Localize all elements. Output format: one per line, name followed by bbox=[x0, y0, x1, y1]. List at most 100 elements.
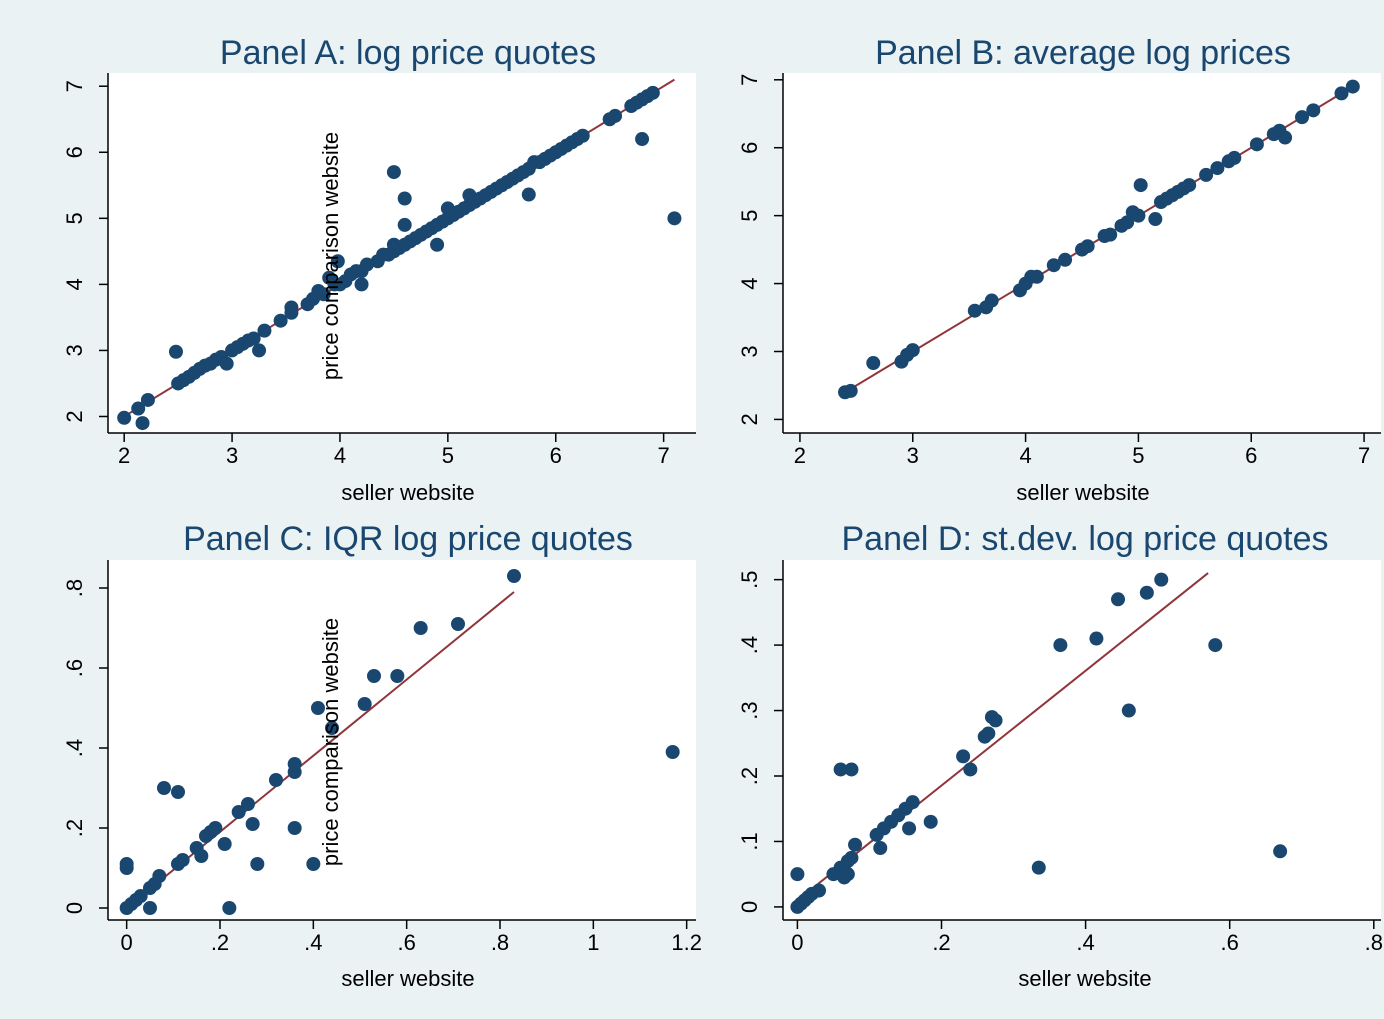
panel-d-data-point bbox=[848, 837, 863, 852]
panel-b-data-point bbox=[866, 356, 881, 371]
panel-d-marks: 0 .2 .4 .6 .8 0 .1 .2 .3 .4 .5 bbox=[737, 560, 1383, 955]
panel-a-data-point bbox=[219, 356, 234, 371]
panel-a-data-point bbox=[635, 132, 650, 147]
panel-d-x-tick-label: .2 bbox=[932, 930, 950, 955]
panel-c-data-point bbox=[133, 889, 148, 903]
panel-c-data-point bbox=[208, 821, 223, 835]
panel-a-data-point bbox=[117, 410, 132, 425]
panel-b-marks: 2 3 4 5 6 7 2 3 4 5 6 7 bbox=[737, 73, 1381, 468]
panel-a-data-point bbox=[330, 254, 345, 269]
panel-c-data-point bbox=[250, 857, 265, 871]
panel-b-data-point bbox=[1029, 269, 1044, 284]
panel-a-data-point bbox=[246, 331, 261, 346]
panel-a-x-tick-label: 6 bbox=[550, 443, 562, 468]
panel-c-x-tick-label: .6 bbox=[397, 930, 415, 955]
panel-b-data-point bbox=[905, 343, 920, 358]
panel-b-data-point bbox=[1148, 212, 1163, 227]
panel-a-data-point bbox=[608, 108, 623, 123]
panel-b-y-tick-label: 2 bbox=[737, 413, 762, 425]
panel-b-data-point bbox=[1210, 161, 1225, 176]
panel-d-x-tick-label: 0 bbox=[791, 930, 803, 955]
panel-d-data-point bbox=[981, 726, 996, 741]
panel-c-ylabel: price comparison website bbox=[318, 618, 343, 866]
panel-a-data-point bbox=[397, 191, 412, 206]
panel-c-data-point bbox=[390, 669, 405, 683]
panel-a-data-point bbox=[140, 392, 155, 407]
panel-c-x-tick-label: 1 bbox=[587, 930, 599, 955]
panel-d-data-point bbox=[963, 762, 978, 777]
panel-c-fit-line bbox=[126, 591, 515, 909]
panel-a-data-point bbox=[645, 85, 660, 100]
panel-b-y-tick-label: 3 bbox=[737, 345, 762, 357]
panel-b-data-point bbox=[1295, 110, 1310, 125]
panel-c-plot-area bbox=[108, 560, 696, 920]
panel-c-data-point bbox=[306, 857, 321, 871]
panel-b-data-point bbox=[1046, 258, 1061, 273]
panel-a-data-point bbox=[386, 165, 401, 180]
panel-b-title: Panel B: average log prices bbox=[875, 34, 1291, 72]
panel-c-x-tick-label: 0 bbox=[121, 930, 133, 955]
panel-c-x-tick-label: .2 bbox=[211, 930, 229, 955]
panel-c-x-tick-label: 1.2 bbox=[671, 930, 702, 955]
panel-b-data-point bbox=[967, 303, 982, 318]
panel-a-y-tick-label: 3 bbox=[62, 344, 87, 356]
panel-a-data-point bbox=[354, 277, 369, 292]
panel-c-x-tick-label: .8 bbox=[491, 930, 509, 955]
panel-d-data-point bbox=[844, 850, 859, 865]
panel-c-data-point bbox=[175, 853, 190, 867]
panel-b-x-tick-label: 3 bbox=[907, 443, 919, 468]
panel-d-data-point bbox=[1121, 703, 1136, 718]
panel-a-x-tick-label: 5 bbox=[442, 443, 454, 468]
panel-c-data-point bbox=[217, 837, 232, 851]
panel-a-data-point bbox=[273, 313, 288, 328]
panel-c-data-point bbox=[245, 817, 260, 831]
panel-c-data-point bbox=[171, 785, 185, 799]
panel-a-data-point bbox=[316, 287, 331, 302]
panel-a-title: Panel A: log price quotes bbox=[220, 34, 596, 72]
panel-a-data-point bbox=[430, 237, 445, 252]
panel-a-data-point bbox=[359, 257, 374, 272]
panel-c-y-tick-label: .6 bbox=[62, 659, 87, 677]
panel-d-data-point bbox=[1089, 631, 1104, 646]
panel-c-data-point bbox=[269, 773, 283, 787]
panel-a-marks: 2 3 4 5 6 7 2 3 4 5 6 7 bbox=[62, 73, 696, 468]
panel-b-x-tick-label: 5 bbox=[1132, 443, 1144, 468]
panel-d-data-point bbox=[923, 814, 938, 829]
panel-a-x-tick-label: 4 bbox=[334, 443, 346, 468]
panel-b-data-point bbox=[1080, 239, 1095, 254]
panel-c-data-point bbox=[119, 857, 134, 871]
panel-a-x-tick-label: 2 bbox=[118, 443, 130, 468]
panel-d-plot-area bbox=[783, 560, 1381, 920]
panel-b-y-tick-label: 6 bbox=[737, 142, 762, 154]
panel-b-data-point bbox=[1227, 150, 1242, 165]
panel-a-y-tick-label: 4 bbox=[62, 278, 87, 290]
panel-d-data-point bbox=[1208, 638, 1223, 653]
panel-b-data-point bbox=[1249, 137, 1264, 152]
panel-b-xlabel: seller website bbox=[1016, 480, 1149, 505]
panel-d-x-tick-label: .6 bbox=[1221, 930, 1239, 955]
panel-b-data-point bbox=[843, 383, 858, 398]
panel-c-data-point bbox=[665, 745, 680, 759]
panel-a-x-tick-label: 7 bbox=[658, 443, 670, 468]
panel-d-data-point bbox=[844, 762, 859, 777]
panel-a-y-tick-label: 5 bbox=[62, 212, 87, 224]
panel-d-data-point bbox=[902, 821, 917, 836]
panel-b-data-point bbox=[984, 293, 999, 308]
panel-a-data-point bbox=[257, 323, 272, 338]
panel-b-data-point bbox=[1278, 130, 1293, 145]
panel-d-data-point bbox=[956, 749, 971, 764]
panel-a-data-point bbox=[131, 401, 146, 416]
panel-d-fit-line bbox=[796, 572, 1209, 902]
panel-c-data-point bbox=[241, 797, 255, 811]
panel-b-x-tick-label: 7 bbox=[1358, 443, 1370, 468]
panel-c-y-tick-label: .4 bbox=[62, 739, 87, 757]
panel-d-data-point bbox=[1273, 844, 1288, 859]
panel-a-y-tick-label: 2 bbox=[62, 410, 87, 422]
panel-d-data-point bbox=[873, 841, 888, 855]
panel-a-data-point bbox=[168, 344, 183, 359]
panel-b-data-point bbox=[1103, 227, 1118, 242]
panel-d-x-tick-label: .4 bbox=[1076, 930, 1094, 955]
panel-c-data-point bbox=[231, 805, 246, 819]
panel-c-data-point bbox=[287, 757, 302, 771]
panel-d-data-point bbox=[833, 762, 848, 777]
